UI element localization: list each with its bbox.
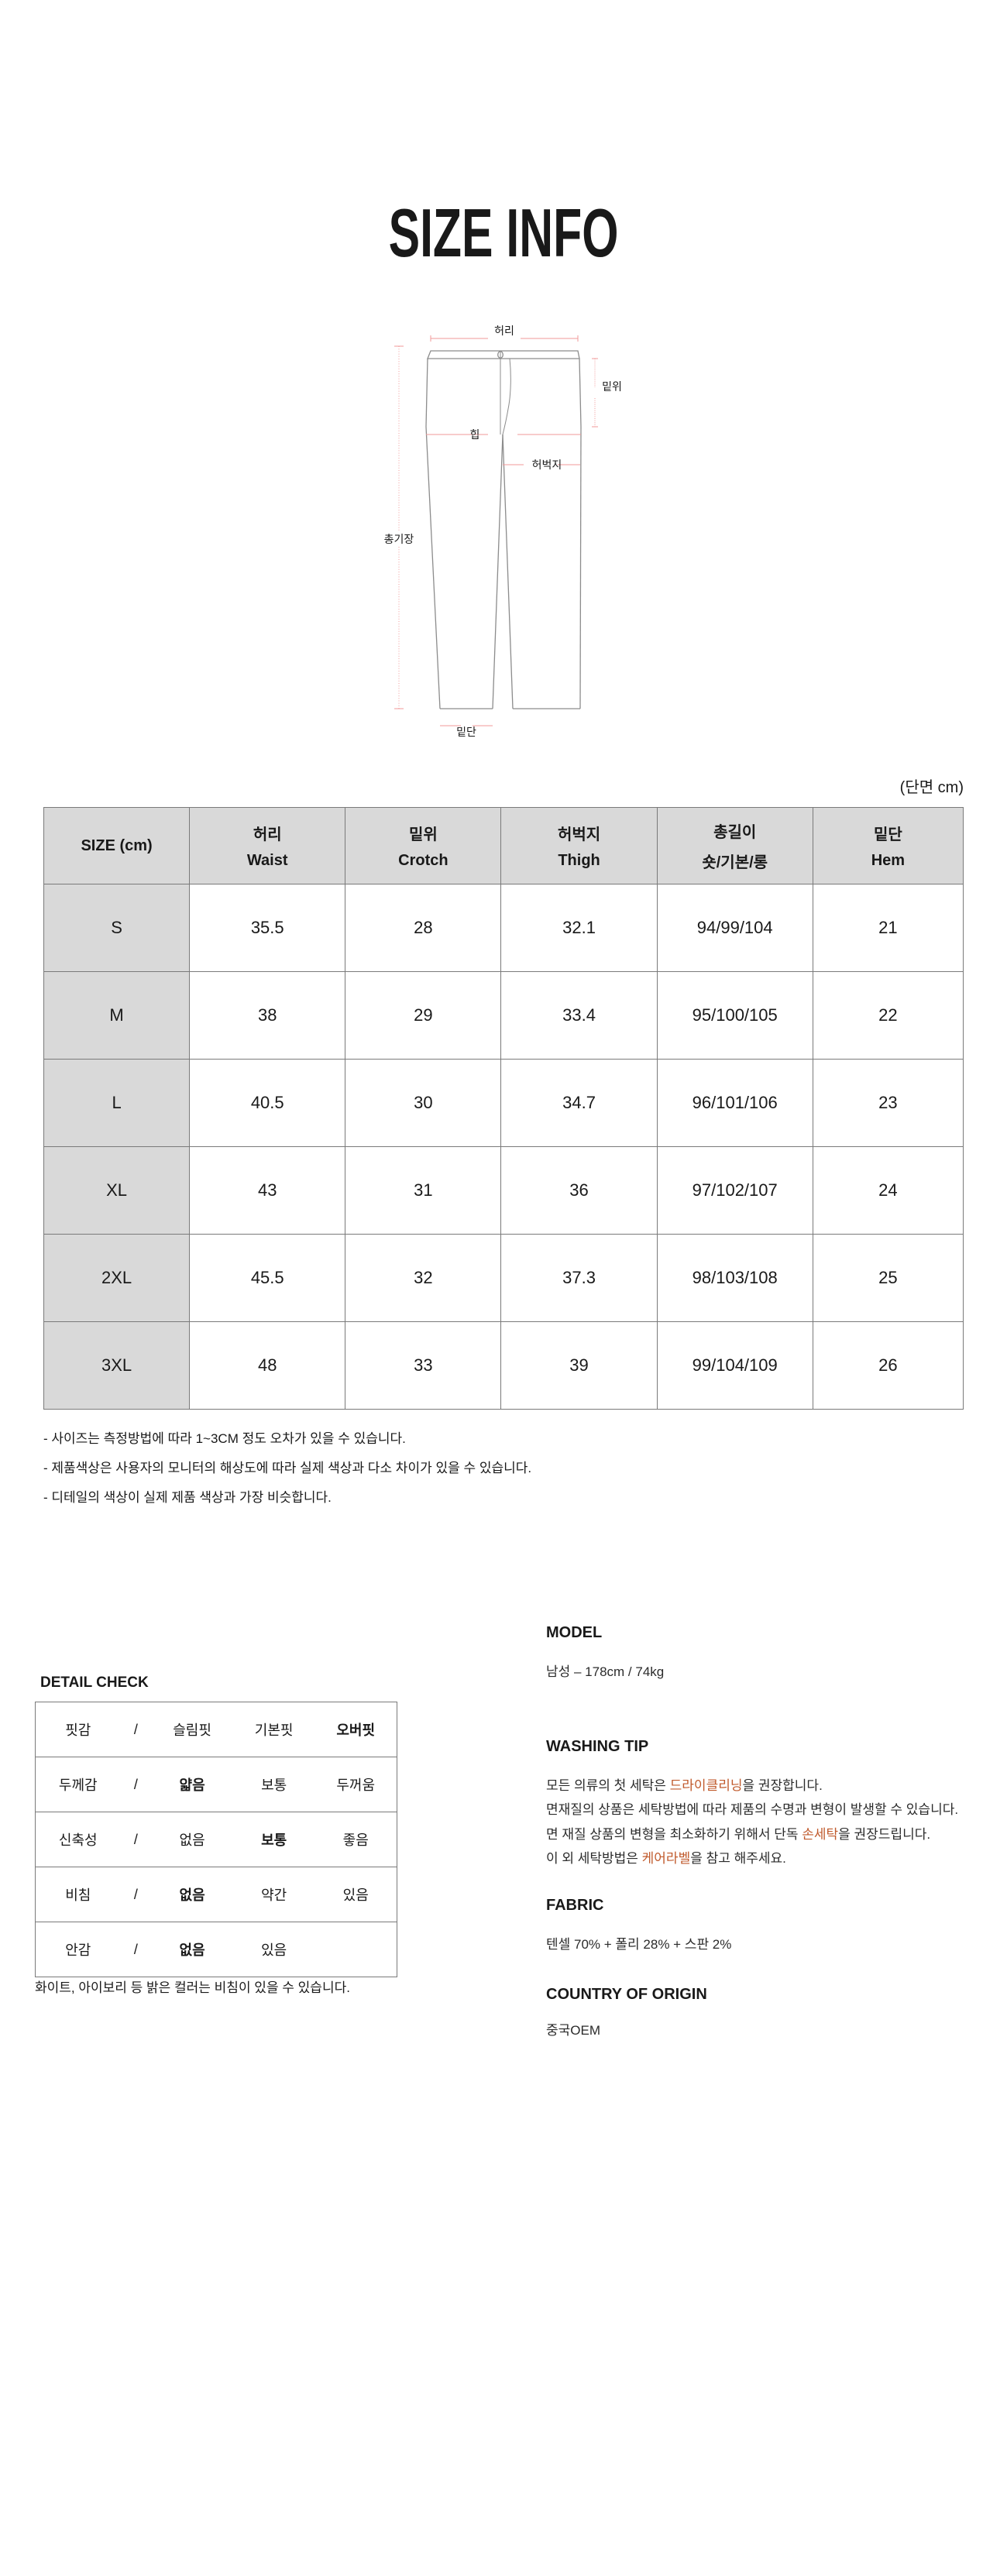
svg-text:허리: 허리 <box>494 325 514 337</box>
svg-text:밑위: 밑위 <box>602 380 622 393</box>
svg-text:밑단: 밑단 <box>456 726 476 738</box>
svg-text:총기장: 총기장 <box>384 533 414 545</box>
svg-text:힙: 힙 <box>470 428 480 441</box>
svg-text:허벅지: 허벅지 <box>532 459 562 471</box>
